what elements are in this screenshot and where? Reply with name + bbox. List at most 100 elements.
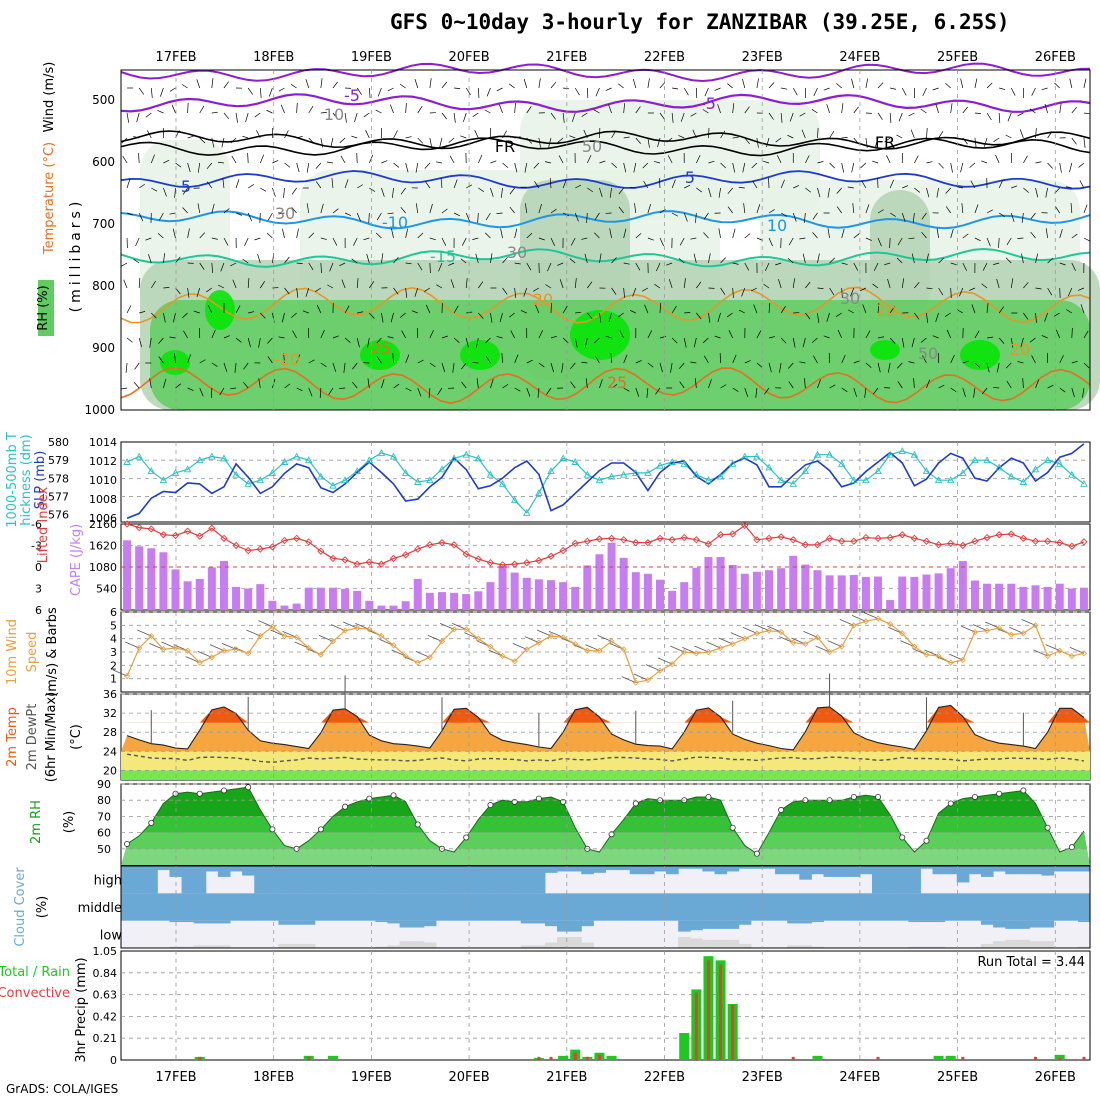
- wind-barb: [133, 259, 140, 264]
- li-axis-label: Lifted Index: [36, 486, 51, 563]
- wind-barb: [182, 312, 188, 319]
- wind-barb: [381, 253, 384, 264]
- temperature-contour: [120, 170, 1091, 190]
- wind-barb: [391, 228, 394, 239]
- cape-bar: [486, 582, 495, 610]
- wind-barb: [441, 335, 448, 339]
- wind-barb: [436, 284, 443, 289]
- wind10-barb: [670, 645, 685, 653]
- li-point: [438, 538, 446, 547]
- cloud-bar-high: [423, 866, 437, 894]
- cloud-bar-low: [726, 920, 740, 929]
- wind-barb: [938, 287, 944, 296]
- wind-barb: [1069, 78, 1073, 89]
- wind-barb: [865, 78, 869, 89]
- wind10-barb: [900, 640, 915, 648]
- wind-barb: [1070, 203, 1073, 214]
- wind-barb: [1031, 355, 1036, 364]
- wind-barb: [587, 281, 593, 289]
- rh2m-point: [753, 850, 760, 857]
- wind-barb: [426, 304, 431, 314]
- wind-barb: [853, 262, 859, 271]
- wind-barb: [1083, 237, 1090, 242]
- wind-barb: [280, 104, 285, 114]
- li-point: [898, 531, 906, 539]
- wind10-point: [693, 650, 700, 657]
- cloud-bar-low: [690, 920, 703, 931]
- wind10-barb: [694, 645, 709, 653]
- wind-barb: [944, 312, 951, 317]
- wind-barb: [174, 353, 176, 364]
- wind10-point: [717, 644, 724, 652]
- cloud-bar-high: [399, 866, 413, 894]
- precip-tick: 0.42: [93, 1010, 118, 1023]
- wind10-point: [281, 632, 288, 640]
- thickness-point: [668, 458, 676, 465]
- cloud-bar-middle: [133, 893, 146, 921]
- wind-barb: [502, 287, 508, 295]
- precip-bar-total: [558, 1055, 569, 1060]
- wind-barb: [751, 287, 758, 292]
- wind-barb: [897, 381, 903, 389]
- date-label-top: 25FEB: [937, 50, 978, 65]
- wind-barb: [986, 336, 994, 339]
- wind-axis-label: Wind (m/s): [42, 62, 57, 133]
- wind-barb: [680, 112, 685, 122]
- li-point: [498, 561, 507, 569]
- cloud-bar-middle: [205, 893, 219, 921]
- cloud-bar-middle: [750, 893, 764, 921]
- wind-barb: [302, 310, 309, 314]
- wind-barb: [526, 387, 531, 397]
- wind-barb: [478, 154, 483, 164]
- wind-barb: [945, 187, 951, 194]
- wind-barb: [187, 162, 191, 173]
- wind-barb: [642, 162, 649, 169]
- wind-barb: [768, 82, 775, 89]
- wind-barb: [817, 161, 824, 164]
- wind-barb: [914, 312, 920, 320]
- wind-barb: [367, 337, 370, 348]
- wind-barb: [182, 207, 188, 214]
- cloud-bar-middle: [871, 893, 885, 921]
- wind-barb: [306, 162, 310, 173]
- wind-barb: [187, 387, 194, 391]
- wind-barb: [526, 359, 533, 364]
- li-point: [777, 533, 785, 541]
- wind-barb: [696, 312, 702, 320]
- thickness-point: [280, 458, 289, 465]
- wind-barb: [817, 312, 820, 323]
- wind-barb: [914, 155, 919, 164]
- legend-total-rain: Total / Rain: [0, 965, 70, 980]
- wind-barb: [889, 237, 891, 248]
- wind-barb: [683, 87, 689, 96]
- wind-barb: [217, 161, 225, 164]
- cloud-bar-low-fill: [423, 942, 437, 948]
- wind-barb: [936, 228, 939, 239]
- wind10-point: [983, 627, 991, 634]
- rh-label: RH (%): [36, 285, 51, 330]
- cape-bar: [680, 582, 689, 610]
- wind-barb: [1021, 212, 1024, 223]
- li-point: [704, 540, 713, 548]
- cloud-bar-middle: [629, 893, 643, 921]
- wind-barb: [659, 362, 663, 373]
- temperature-contour: [120, 247, 1091, 268]
- wind10-axis-label: Speed: [25, 632, 40, 673]
- li-tick: 3: [35, 583, 42, 596]
- wind-barb: [211, 262, 213, 273]
- wind-barb: [974, 204, 979, 214]
- temp-axis-label: 2m Temp: [5, 707, 20, 767]
- wind-barb: [727, 83, 733, 89]
- cloud-bar-low-fill: [993, 941, 1006, 948]
- wind-barb: [429, 237, 436, 241]
- cloud-bar-middle: [956, 893, 970, 921]
- wind-barb: [401, 330, 406, 339]
- wind-barb: [151, 187, 158, 192]
- wind-barb: [702, 337, 709, 344]
- wind-barb: [235, 337, 242, 343]
- cloud-bar-low: [714, 920, 728, 929]
- rh2m-point: [463, 834, 470, 841]
- wind-barb: [702, 109, 709, 114]
- cloud-bar-high: [653, 866, 667, 872]
- wind-barb: [138, 87, 145, 95]
